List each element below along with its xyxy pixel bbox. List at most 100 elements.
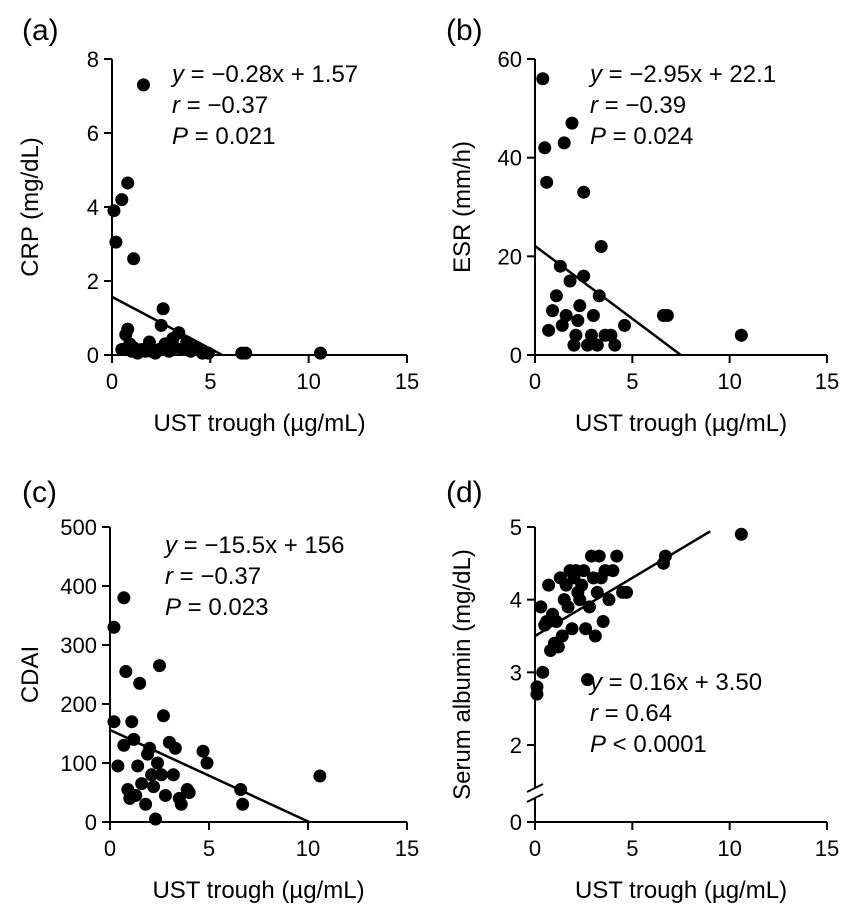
data-point xyxy=(610,549,624,563)
data-point xyxy=(127,732,141,746)
data-point xyxy=(555,629,569,643)
y-tick-label: 0 xyxy=(87,343,99,368)
x-tick-label: 10 xyxy=(717,836,741,861)
data-point xyxy=(590,585,604,599)
x-tick-label: 15 xyxy=(395,369,419,394)
stat-symbol: P xyxy=(172,123,188,150)
data-point xyxy=(156,302,170,316)
x-tick-label: 10 xyxy=(296,836,320,861)
data-point xyxy=(107,620,121,634)
chart-panel-3: (c) 0 5 10 15 0 100 200 300 400 500 UST trough (µg/… xyxy=(17,476,419,904)
data-point xyxy=(182,786,196,799)
data-point xyxy=(596,614,610,628)
data-point xyxy=(538,141,552,155)
data-point xyxy=(581,338,595,352)
data-point xyxy=(549,289,563,303)
data-point xyxy=(619,585,633,599)
data-point xyxy=(131,759,145,773)
data-point xyxy=(606,564,620,578)
data-point xyxy=(577,564,591,578)
data-point xyxy=(530,687,544,701)
data-point xyxy=(174,797,188,811)
data-point xyxy=(127,252,141,266)
stats-annotation: r = −0.37 xyxy=(172,92,268,119)
data-point xyxy=(154,768,168,782)
y-tick-label: 2 xyxy=(87,269,99,294)
data-point xyxy=(584,328,598,342)
data-point xyxy=(196,744,210,758)
y-tick-label: 4 xyxy=(87,195,99,220)
axis-break-mark xyxy=(526,793,544,803)
x-tick-label: 15 xyxy=(815,836,839,861)
x-axis-title: UST trough (µg/mL) xyxy=(152,877,364,904)
data-point xyxy=(149,812,163,826)
data-point xyxy=(111,759,125,773)
data-point xyxy=(145,768,159,782)
x-axis-title: UST trough (µg/mL) xyxy=(575,410,787,437)
y-tick-label: 6 xyxy=(87,121,99,146)
y-tick-label: 4 xyxy=(510,588,522,613)
data-point xyxy=(734,328,748,342)
x-axis-title: UST trough (µg/mL) xyxy=(153,410,365,437)
stat-value: = 0.64 xyxy=(598,700,672,727)
y-tick-label: 60 xyxy=(498,47,522,72)
y-tick-label: 3 xyxy=(510,660,522,685)
data-point xyxy=(549,614,563,628)
x-tick-label: 5 xyxy=(626,369,638,394)
x-tick-label: 5 xyxy=(203,836,215,861)
regression-line xyxy=(534,530,711,638)
stat-symbol: P xyxy=(165,594,181,621)
data-point xyxy=(573,299,587,313)
x-tick-label: 15 xyxy=(815,369,839,394)
x-axis-title: UST trough (µg/mL) xyxy=(575,877,787,904)
x-tick-label: 10 xyxy=(717,369,741,394)
data-point xyxy=(542,323,556,337)
data-point xyxy=(557,136,571,150)
stats-annotation: P = 0.023 xyxy=(165,594,268,621)
data-point xyxy=(158,788,172,802)
data-point xyxy=(234,783,248,797)
stats-annotation: r = −0.37 xyxy=(165,563,261,590)
stat-symbol: P xyxy=(590,731,606,758)
data-point xyxy=(133,676,147,690)
y-tick-label: 8 xyxy=(87,47,99,72)
data-point xyxy=(602,593,616,607)
data-point xyxy=(559,309,573,323)
data-point xyxy=(115,193,129,207)
x-tick-label: 5 xyxy=(626,836,638,861)
data-point xyxy=(129,788,143,802)
data-point xyxy=(536,665,550,679)
stats-annotation: P = 0.021 xyxy=(172,123,275,150)
panel-label: (d) xyxy=(446,476,483,509)
data-point xyxy=(592,289,606,303)
data-point xyxy=(156,709,170,723)
data-point xyxy=(200,756,214,770)
data-point xyxy=(575,578,589,592)
data-point xyxy=(590,338,604,352)
data-point xyxy=(565,116,579,130)
data-point xyxy=(136,78,150,92)
y-axis-title: CRP (mg/dL) xyxy=(17,137,44,277)
data-point xyxy=(121,176,135,190)
stat-value: = −2.95x + 22.1 xyxy=(602,61,776,88)
data-point xyxy=(121,322,135,336)
y-axis-title: ESR (mm/h) xyxy=(449,141,476,273)
y-tick-label: 200 xyxy=(60,692,97,717)
stat-value: = −0.28x + 1.57 xyxy=(184,61,358,88)
data-point xyxy=(536,72,550,86)
data-point xyxy=(577,185,591,199)
data-point xyxy=(583,600,597,614)
data-point xyxy=(551,640,565,654)
stat-symbol: y xyxy=(588,61,604,88)
data-point xyxy=(143,741,157,755)
data-point xyxy=(586,309,600,323)
stat-symbol: y xyxy=(588,669,604,696)
x-tick-label: 0 xyxy=(104,836,116,861)
data-point xyxy=(154,318,168,332)
y-tick-label: 2 xyxy=(510,733,522,758)
stat-value: = 0.16x + 3.50 xyxy=(602,669,762,696)
data-point xyxy=(546,304,560,318)
data-point xyxy=(119,665,133,679)
x-tick-label: 5 xyxy=(204,369,216,394)
